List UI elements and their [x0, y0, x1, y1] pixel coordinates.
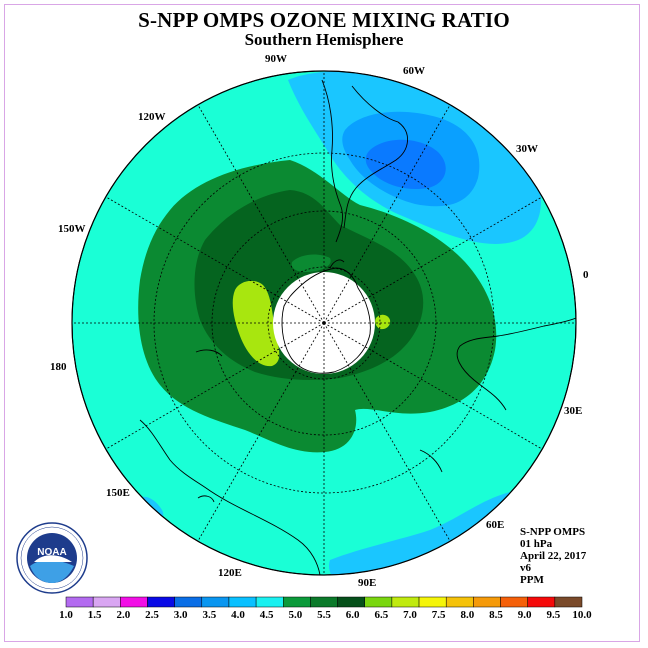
colorbar-label: 3.5	[202, 609, 216, 621]
coast-south-america	[321, 79, 408, 243]
colorbar-swatch	[500, 596, 528, 608]
figure-frame	[4, 4, 640, 642]
map-subtitle: Southern Hemisphere	[244, 30, 404, 49]
colorbar-swatch	[473, 596, 501, 608]
colorbar-label: 2.5	[145, 609, 159, 621]
colorbar-swatch	[445, 596, 474, 608]
latitude-grid	[153, 152, 495, 494]
colorbar-swatch	[201, 596, 230, 608]
coast-africa	[456, 317, 576, 411]
info-date: April 22, 2017	[520, 550, 587, 562]
colorbar-label: 2.0	[116, 609, 130, 621]
colorbar-label: 9.5	[546, 609, 560, 621]
colorbar-label: 7.0	[403, 609, 417, 621]
colorbar-swatch	[228, 596, 257, 608]
colorbar-label: 8.5	[489, 609, 503, 621]
colorbar-label: 6.0	[346, 609, 360, 621]
colorbar-label: 4.5	[260, 609, 274, 621]
colorbar-swatch	[418, 596, 447, 608]
coast-tasmania	[197, 495, 215, 503]
lon-label-60e: 60E	[486, 519, 504, 531]
colorbar-label: 5.5	[317, 609, 331, 621]
colorbar-swatch	[147, 596, 175, 608]
meridian-grid	[72, 71, 576, 575]
contour-3.0-3.5	[365, 139, 446, 190]
contour-6.0-6.5-east	[375, 314, 391, 330]
lon-label-150e: 150E	[106, 487, 130, 499]
lon-label-150w: 150W	[58, 223, 86, 235]
noaa-logo-text: NOAA	[37, 547, 66, 558]
coast-antarctica	[281, 267, 371, 374]
coast-antarctic-peninsula	[329, 259, 345, 269]
colorbar-swatch	[255, 596, 284, 608]
colorbar: 1.0 1.5 2.0 2.5 3.0 3.5 4.0 4.5 5.0 5.5 6.0 6.5 7.0 7…	[59, 596, 592, 621]
lon-label-60w: 60W	[403, 65, 425, 77]
lon-label-90w: 90W	[265, 53, 287, 65]
colorbar-label: 3.0	[174, 609, 188, 621]
colorbar-label: 9.0	[518, 609, 532, 621]
coast-australia	[139, 419, 321, 575]
colorbar-swatch	[554, 596, 583, 608]
colorbar-label: 1.5	[88, 609, 102, 621]
colorbar-swatch	[337, 596, 365, 608]
colorbar-label: 7.5	[432, 609, 446, 621]
colorbar-label: 1.0	[59, 609, 73, 621]
lon-label-120w: 120W	[138, 111, 166, 123]
noaa-logo: NOAA	[16, 522, 88, 594]
info-satellite: S-NPP OMPS	[520, 526, 586, 538]
colorbar-label: 10.0	[572, 609, 592, 621]
coast-new-zealand	[195, 349, 223, 357]
contour-6.0-6.5-west	[232, 280, 280, 367]
info-pressure: 01 hPa	[520, 538, 553, 550]
colorbar-swatch	[527, 596, 556, 608]
colorbar-label: 8.0	[460, 609, 474, 621]
colorbar-swatch	[310, 596, 338, 608]
colorbar-label: 6.5	[374, 609, 388, 621]
colorbar-label: 4.0	[231, 609, 245, 621]
colorbar-swatch	[92, 596, 121, 608]
lon-label-30w: 30W	[516, 143, 538, 155]
colorbar-swatch	[391, 596, 420, 608]
map-title: S-NPP OMPS OZONE MIXING RATIO	[138, 8, 510, 32]
longitude-labels: 90W 60W 30W 0 30E 60E 90E 120E 150E 180 …	[50, 53, 589, 589]
colorbar-swatch	[120, 596, 148, 608]
info-version: v6	[520, 562, 531, 574]
contour-5.0-5.5-inner	[291, 254, 331, 272]
lon-label-120e: 120E	[218, 567, 242, 579]
map-outline	[71, 70, 577, 576]
colorbar-swatch	[65, 596, 94, 608]
colorbar-swatch	[174, 596, 203, 608]
lon-label-30e: 30E	[564, 405, 582, 417]
coastlines	[139, 79, 576, 575]
colorbar-swatch	[283, 596, 311, 608]
lon-label-0: 0	[583, 269, 589, 281]
coast-madagascar	[419, 449, 443, 473]
info-units: PPM	[520, 574, 544, 586]
colorbar-label: 5.0	[288, 609, 302, 621]
colorbar-swatch	[364, 596, 393, 608]
lon-label-180: 180	[50, 361, 67, 373]
lon-label-90e: 90E	[358, 577, 376, 589]
